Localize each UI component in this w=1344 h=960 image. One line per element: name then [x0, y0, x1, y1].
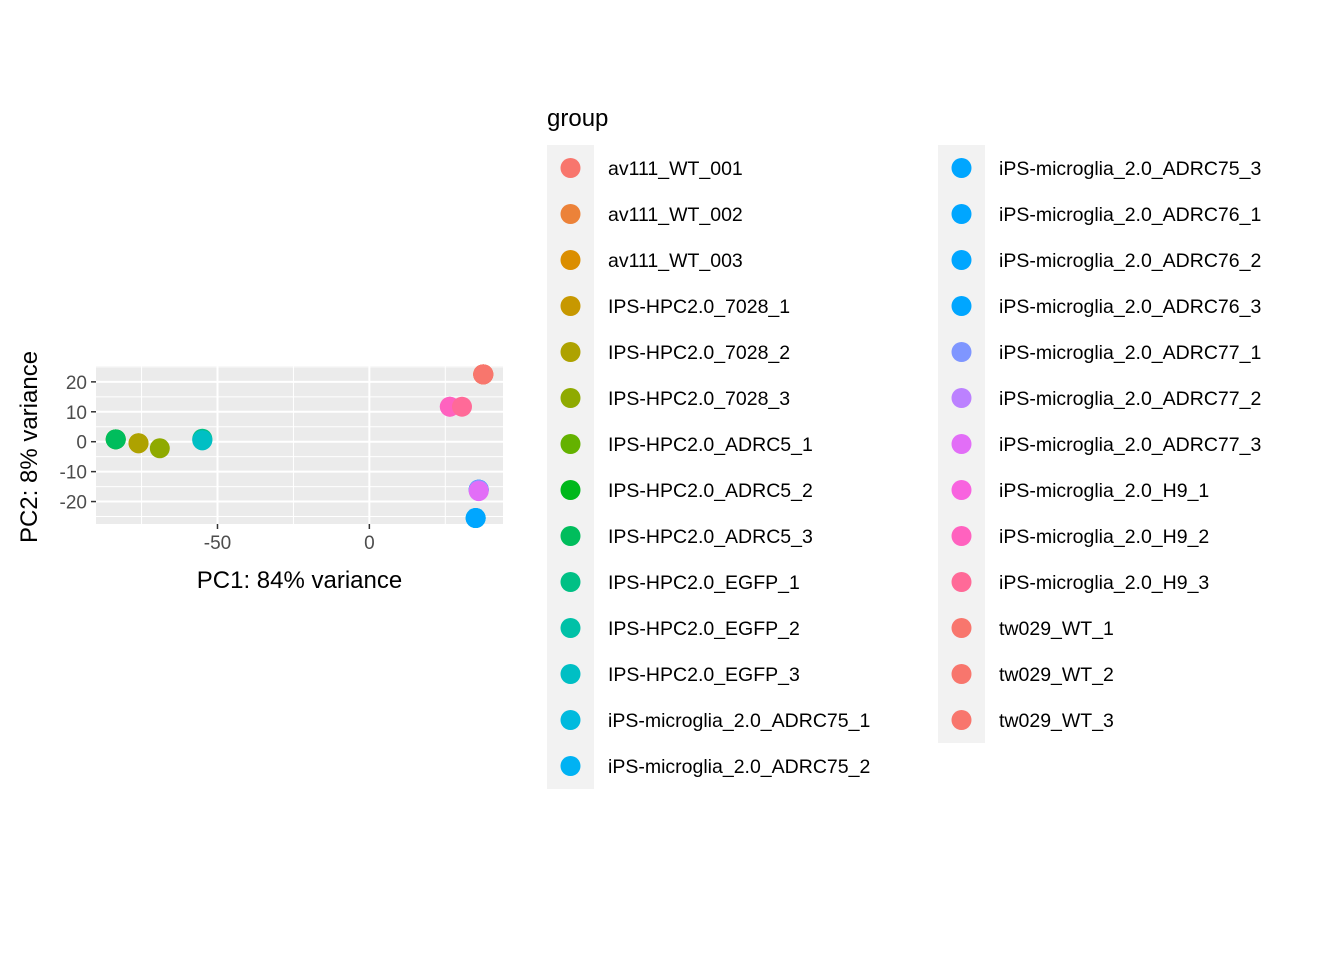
legend-label: tw029_WT_3	[999, 710, 1114, 732]
legend-swatch	[951, 664, 972, 684]
legend-swatch	[560, 618, 581, 638]
x-tick-label: -50	[204, 533, 231, 554]
data-point	[451, 396, 472, 417]
legend-label: iPS-microglia_2.0_ADRC77_1	[999, 342, 1261, 364]
legend-label: iPS-microglia_2.0_ADRC76_2	[999, 250, 1261, 272]
legend-label: iPS-microglia_2.0_ADRC77_2	[999, 388, 1261, 410]
legend-swatch	[560, 756, 581, 776]
y-tick-label: -20	[60, 493, 87, 514]
legend-label: iPS-microglia_2.0_H9_3	[999, 572, 1209, 594]
legend-label: iPS-microglia_2.0_ADRC76_1	[999, 204, 1261, 226]
legend-swatch	[560, 434, 581, 454]
legend-swatch	[560, 342, 581, 362]
legend-label: IPS-HPC2.0_EGFP_1	[608, 572, 800, 594]
legend-swatch	[951, 618, 972, 638]
legend-swatch	[560, 480, 581, 500]
legend-label: tw029_WT_2	[999, 664, 1114, 686]
legend-label: av111_WT_003	[608, 250, 743, 272]
y-tick-label: 0	[76, 433, 87, 454]
legend-label: iPS-microglia_2.0_ADRC77_3	[999, 434, 1261, 456]
x-axis: -50 0	[204, 524, 375, 554]
data-point	[105, 429, 126, 450]
data-points	[105, 364, 494, 529]
legend-label: IPS-HPC2.0_ADRC5_1	[608, 434, 813, 456]
legend-label: iPS-microglia_2.0_H9_2	[999, 526, 1209, 548]
legend-label: iPS-microglia_2.0_H9_1	[999, 480, 1209, 502]
data-point	[149, 438, 170, 459]
x-axis-title: PC1: 84% variance	[197, 567, 402, 594]
legend-swatch	[951, 526, 972, 546]
legend-swatch	[951, 480, 972, 500]
legend-label: av111_WT_001	[608, 158, 743, 180]
legend-label: av111_WT_002	[608, 204, 743, 226]
legend-key-background	[547, 145, 594, 789]
legend-label: IPS-HPC2.0_7028_1	[608, 296, 790, 318]
legend-label: IPS-HPC2.0_7028_3	[608, 388, 790, 410]
legend: group av111_WT_001av111_WT_002av111_WT_0…	[547, 105, 1261, 789]
legend-title: group	[547, 105, 608, 132]
data-point	[473, 364, 494, 385]
data-point	[468, 481, 489, 502]
legend-swatch	[560, 296, 581, 316]
data-point	[192, 430, 213, 451]
legend-swatch	[951, 572, 972, 592]
data-point	[128, 433, 149, 454]
legend-swatch	[951, 296, 972, 316]
legend-label: IPS-HPC2.0_7028_2	[608, 342, 790, 364]
y-tick-label: -10	[60, 463, 87, 484]
y-axis: -20 -10 0 10 20	[60, 373, 96, 514]
legend-swatch	[951, 342, 972, 362]
legend-label: iPS-microglia_2.0_ADRC76_3	[999, 296, 1261, 318]
legend-swatch	[951, 204, 972, 224]
legend-label: iPS-microglia_2.0_ADRC75_2	[608, 756, 870, 778]
legend-label: tw029_WT_1	[999, 618, 1114, 640]
legend-label: iPS-microglia_2.0_ADRC75_3	[999, 158, 1261, 180]
legend-swatch	[560, 664, 581, 684]
data-point	[465, 508, 486, 529]
legend-swatch	[951, 250, 972, 270]
legend-swatch	[951, 434, 972, 454]
legend-label: IPS-HPC2.0_ADRC5_3	[608, 526, 813, 548]
legend-swatch	[951, 388, 972, 408]
legend-keys: av111_WT_001 av111_WT_002 av111_WT_003 IPS-…	[547, 145, 1261, 789]
legend-swatch	[951, 710, 972, 730]
legend-swatch	[560, 710, 581, 730]
legend-swatch	[560, 204, 581, 224]
x-tick-label: 0	[364, 533, 375, 554]
y-axis-title: PC2: 8% variance	[16, 351, 43, 543]
y-tick-label: 10	[66, 403, 87, 424]
legend-label: IPS-HPC2.0_EGFP_3	[608, 664, 800, 686]
legend-swatch	[560, 388, 581, 408]
legend-swatch	[560, 250, 581, 270]
legend-label: IPS-HPC2.0_EGFP_2	[608, 618, 800, 640]
legend-swatch	[951, 158, 972, 178]
legend-label: IPS-HPC2.0_ADRC5_2	[608, 480, 813, 502]
legend-swatch	[560, 158, 581, 178]
legend-swatch	[560, 526, 581, 546]
legend-swatch	[560, 572, 581, 592]
y-tick-label: 20	[66, 373, 87, 394]
grid-minor	[96, 366, 503, 524]
legend-label: iPS-microglia_2.0_ADRC75_1	[608, 710, 870, 732]
